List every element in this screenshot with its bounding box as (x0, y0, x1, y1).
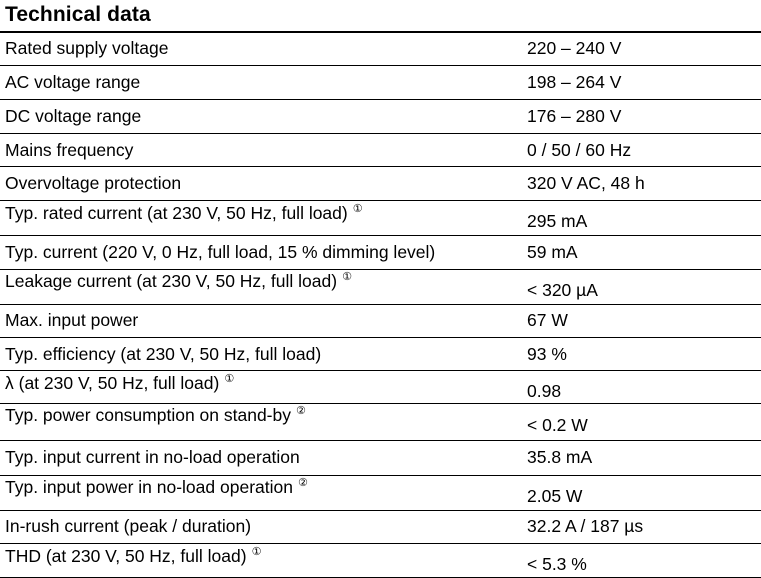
spec-value: 59 mA (527, 242, 578, 262)
spec-label-text: AC voltage range (5, 72, 141, 92)
table-row: Typ. efficiency (at 230 V, 50 Hz, full l… (0, 338, 761, 371)
spec-label: Typ. power consumption on stand-by ② (5, 405, 306, 426)
table-row: Typ. current (220 V, 0 Hz, full load, 15… (0, 236, 761, 270)
table-row: Leakage current (at 230 V, 50 Hz, full l… (0, 270, 761, 305)
table-row: Typ. rated current (at 230 V, 50 Hz, ful… (0, 201, 761, 236)
spec-label: Typ. current (220 V, 0 Hz, full load, 15… (5, 242, 435, 263)
spec-label-text: Leakage current (at 230 V, 50 Hz, full l… (5, 271, 338, 291)
spec-label: Max. input power (5, 310, 138, 331)
table-row: AC voltage range 198 – 264 V (0, 66, 761, 100)
spec-label-text: Typ. rated current (at 230 V, 50 Hz, ful… (5, 203, 348, 223)
spec-value: 220 – 240 V (527, 38, 622, 58)
spec-label-text: Typ. input current in no-load operation (5, 447, 300, 467)
spec-value: 67 W (527, 310, 568, 330)
spec-value: < 0.2 W (527, 415, 588, 435)
spec-value: < 5.3 % (527, 554, 587, 574)
spec-value: 320 V AC, 48 h (527, 173, 645, 193)
spec-label: Typ. efficiency (at 230 V, 50 Hz, full l… (5, 344, 321, 365)
spec-label-text: In-rush current (peak / duration) (5, 516, 252, 536)
spec-value: 32.2 A / 187 µs (527, 516, 644, 536)
table-row: Rated supply voltage 220 – 240 V (0, 33, 761, 66)
table-row: In-rush current (peak / duration) 32.2 A … (0, 511, 761, 544)
spec-label: Typ. input current in no-load operation (5, 447, 300, 468)
spec-label-text: Overvoltage protection (5, 173, 182, 193)
spec-label: In-rush current (peak / duration) (5, 516, 251, 537)
footnote-marker: ① (251, 546, 262, 558)
spec-label: Typ. input power in no-load operation ② (5, 477, 308, 498)
spec-value: 35.8 mA (527, 447, 593, 467)
table-row: DC voltage range 176 – 280 V (0, 100, 761, 134)
spec-label: λ (at 230 V, 50 Hz, full load) ① (5, 373, 234, 394)
spec-label: THD (at 230 V, 50 Hz, full load) ① (5, 546, 261, 567)
spec-label-text: Max. input power (5, 310, 139, 330)
spec-label-text: Typ. power consumption on stand-by (5, 405, 291, 425)
footnote-marker: ① (342, 271, 352, 283)
spec-label-text: Typ. current (220 V, 0 Hz, full load, 15… (5, 242, 436, 262)
table-row: Typ. input current in no-load operation 3… (0, 441, 761, 476)
footnote-marker: ② (297, 477, 308, 489)
table-row: λ (at 230 V, 50 Hz, full load) ① 0.98 (0, 371, 761, 404)
spec-label-text: λ (at 230 V, 50 Hz, full load) (5, 373, 220, 393)
spec-label: AC voltage range (5, 72, 140, 93)
spec-label: Typ. rated current (at 230 V, 50 Hz, ful… (5, 203, 363, 224)
footnote-marker: ① (352, 203, 363, 215)
spec-label-text: Rated supply voltage (5, 38, 169, 58)
spec-label: Rated supply voltage (5, 38, 168, 59)
spec-label: Overvoltage protection (5, 173, 181, 194)
section-title: Technical data (5, 3, 151, 26)
spec-value: < 320 µA (527, 280, 598, 300)
spec-value: 2.05 W (527, 486, 583, 506)
spec-label-text: Mains frequency (5, 140, 134, 160)
spec-label: Leakage current (at 230 V, 50 Hz, full l… (5, 271, 352, 292)
spec-label: Mains frequency (5, 140, 133, 161)
table-row: Typ. input power in no-load operation ② 2.… (0, 476, 761, 511)
spec-value: 0 / 50 / 60 Hz (527, 140, 632, 160)
table-row: Typ. power consumption on stand-by ② < 0.2… (0, 404, 761, 441)
spec-table: Rated supply voltage 220 – 240 V AC voltag… (0, 33, 761, 578)
spec-label-text: Typ. input power in no-load operation (5, 477, 293, 497)
spec-value: 295 mA (527, 211, 588, 231)
title-divider (0, 31, 761, 33)
table-row: Overvoltage protection 320 V AC, 48 h (0, 167, 761, 201)
spec-label-text: Typ. efficiency (at 230 V, 50 Hz, full l… (5, 344, 322, 364)
spec-value: 0.98 (527, 381, 562, 401)
spec-label-text: THD (at 230 V, 50 Hz, full load) (5, 546, 247, 566)
table-row: THD (at 230 V, 50 Hz, full load) ① < 5.3 % (0, 544, 761, 578)
table-row: Max. input power 67 W (0, 305, 761, 338)
footnote-marker: ① (224, 373, 235, 385)
spec-label: DC voltage range (5, 106, 141, 127)
table-row: Mains frequency 0 / 50 / 60 Hz (0, 134, 761, 167)
spec-value: 198 – 264 V (527, 72, 622, 92)
spec-value: 93 % (527, 344, 567, 364)
spec-value: 176 – 280 V (527, 106, 622, 126)
footnote-marker: ② (296, 405, 306, 417)
spec-label-text: DC voltage range (5, 106, 142, 126)
